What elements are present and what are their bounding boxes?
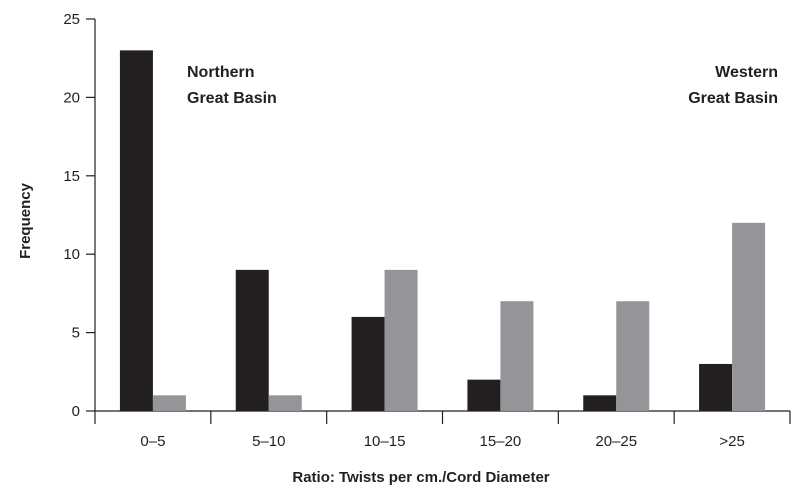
annotation-northern-line1: Northern <box>187 64 255 81</box>
y-tick-label: 5 <box>72 325 80 342</box>
bar-series1-0 <box>119 50 153 412</box>
x-tick-label: 15–20 <box>480 433 522 450</box>
bar-series2-2 <box>384 269 418 411</box>
x-tick-label: 5–10 <box>252 433 285 450</box>
y-ticks: 0 5 10 15 20 25 <box>63 11 95 420</box>
y-tick-label: 20 <box>63 89 80 106</box>
bar-series1-2 <box>351 316 385 411</box>
x-tick-label: 0–5 <box>140 433 165 450</box>
bar-series2-1 <box>268 395 302 411</box>
y-axis-title: Frequency <box>17 182 34 259</box>
bars <box>119 50 766 412</box>
y-tick-label: 10 <box>63 246 80 263</box>
annotation-western-line1: Western <box>715 64 778 81</box>
annotation-western-line2: Great Basin <box>688 90 778 107</box>
x-ticks: 0–5 5–10 10–15 15–20 20–25 >25 <box>94 411 791 450</box>
y-tick-label: 0 <box>72 403 80 420</box>
bar-series1-5 <box>699 363 733 411</box>
x-tick-label: 10–15 <box>364 433 406 450</box>
x-axis-title: Ratio: Twists per cm./Cord Diameter <box>292 469 549 486</box>
bar-series1-4 <box>583 395 617 411</box>
bar-series2-0 <box>152 395 186 411</box>
bar-series1-1 <box>235 269 269 411</box>
bar-series2-4 <box>616 301 650 411</box>
bar-series2-3 <box>500 301 534 411</box>
bar-series1-3 <box>467 379 501 411</box>
x-tick-label: >25 <box>719 433 744 450</box>
bar-series2-5 <box>732 222 766 411</box>
y-tick-label: 25 <box>63 11 80 28</box>
annotation-northern-line2: Great Basin <box>187 90 277 107</box>
x-tick-label: 20–25 <box>595 433 637 450</box>
y-tick-label: 15 <box>63 168 80 185</box>
